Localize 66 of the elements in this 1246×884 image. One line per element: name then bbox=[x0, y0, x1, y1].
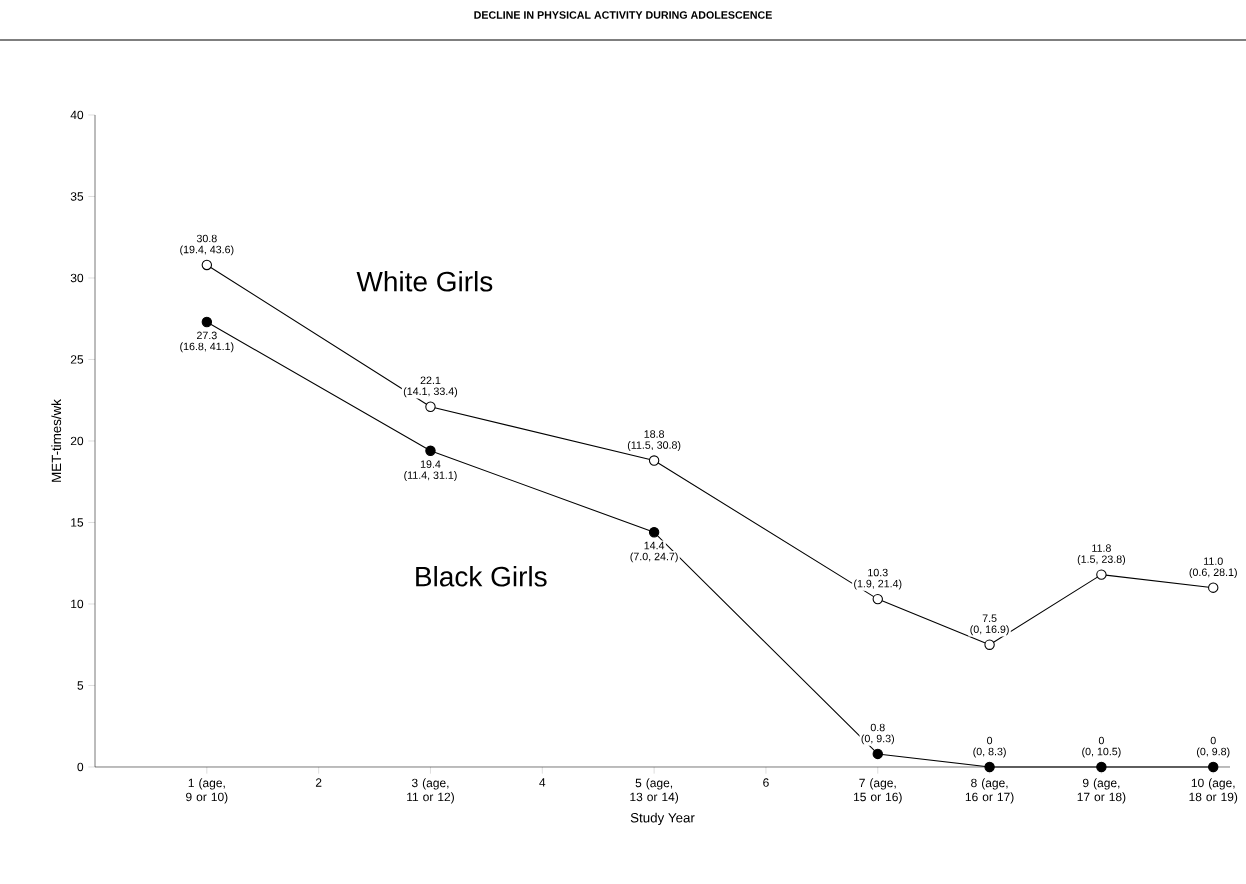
data-label: 19.4 bbox=[420, 460, 441, 468]
y-tick-label: 15 bbox=[71, 518, 84, 527]
annotation: (0, 9.8) bbox=[1197, 747, 1230, 758]
point bbox=[1096, 569, 1107, 580]
point bbox=[984, 639, 995, 650]
x-tick-label: 3 (age, 11 or 12) bbox=[407, 778, 454, 804]
x-tick-label: 5 (age, 13 or 14) bbox=[630, 778, 679, 804]
annotation: (14.1, 33.4) bbox=[403, 387, 458, 398]
data-label: 30.8 bbox=[196, 234, 217, 243]
y-tick-label: 0 bbox=[77, 762, 84, 772]
annotation: (16.8, 41.1) bbox=[180, 342, 234, 353]
data-label: 0.8 bbox=[870, 723, 885, 732]
data-label: 7.5 bbox=[982, 614, 997, 622]
y-axis-title: MET-times/wk bbox=[51, 399, 62, 482]
annotation: (1.9, 21.4) bbox=[854, 579, 902, 590]
y-tick-label: 20 bbox=[70, 436, 84, 446]
x-tick-label: 7 (age, 15 or 16) bbox=[854, 778, 902, 804]
point bbox=[425, 401, 436, 412]
point bbox=[1096, 761, 1107, 773]
point bbox=[872, 593, 883, 605]
annotation: (0, 16.9) bbox=[970, 625, 1009, 636]
data-label: 22.1 bbox=[420, 376, 441, 385]
x-tick-label: 2 bbox=[315, 778, 322, 787]
data-label: 0 bbox=[987, 736, 993, 745]
annotation: (0.6, 28.1) bbox=[1189, 568, 1237, 579]
text: White Girls bbox=[356, 270, 493, 292]
data-label: 11.0 bbox=[1204, 557, 1223, 565]
x-tick-label: 10 (age, 18 or 19) bbox=[1189, 778, 1238, 804]
chart-title: DECLINE IN PHYSICAL ACTIVITY DURING ADOLESCENCE bbox=[474, 11, 772, 19]
x-tick-label: 1 (age, 9 or 10) bbox=[186, 778, 228, 804]
annotation: (11.5, 30.8) bbox=[627, 441, 681, 451]
annotation: (19.4, 43.6) bbox=[180, 245, 234, 256]
data-label: 18.8 bbox=[644, 430, 665, 438]
point bbox=[201, 259, 213, 271]
point bbox=[1208, 761, 1219, 773]
y-tick-label: 30 bbox=[70, 273, 84, 283]
data-label: 27.3 bbox=[196, 331, 217, 340]
annotation: (0, 8.3) bbox=[973, 747, 1006, 758]
annotation: (7.0, 24.7) bbox=[630, 552, 678, 563]
point bbox=[984, 761, 995, 773]
point bbox=[648, 455, 660, 466]
data-label: 0 bbox=[1210, 736, 1216, 745]
data-label: 11.8 bbox=[1092, 544, 1111, 552]
x-axis-title: Study Year bbox=[630, 812, 695, 826]
annotation: (0, 10.5) bbox=[1082, 747, 1121, 758]
text: Black Girls bbox=[416, 566, 547, 587]
y-tick-label: 10 bbox=[71, 599, 84, 609]
annotation: (0, 9.3) bbox=[861, 734, 894, 745]
y-tick-label: 40 bbox=[70, 110, 84, 120]
annotation: (1.5, 23.8) bbox=[1077, 555, 1126, 566]
y-tick-label: 35 bbox=[70, 192, 84, 201]
x-tick-label: 9 (age, 17 or 18) bbox=[1077, 778, 1126, 804]
data-label: 14.4 bbox=[644, 541, 665, 550]
point bbox=[425, 445, 436, 456]
point bbox=[1208, 582, 1219, 593]
y-tick-label: 5 bbox=[77, 681, 84, 690]
y-tick-label: 25 bbox=[70, 355, 84, 364]
x-tick-label: 6 bbox=[763, 778, 769, 787]
point bbox=[648, 527, 660, 538]
data-label: 10.3 bbox=[868, 568, 888, 577]
point bbox=[872, 748, 883, 760]
x-tick-label: 8 (age, 16 or 17) bbox=[965, 778, 1014, 804]
point bbox=[201, 316, 213, 328]
data-label: 0 bbox=[1098, 736, 1104, 745]
x-tick-label: 4 bbox=[539, 778, 546, 787]
annotation: (11.4, 31.1) bbox=[404, 471, 457, 482]
